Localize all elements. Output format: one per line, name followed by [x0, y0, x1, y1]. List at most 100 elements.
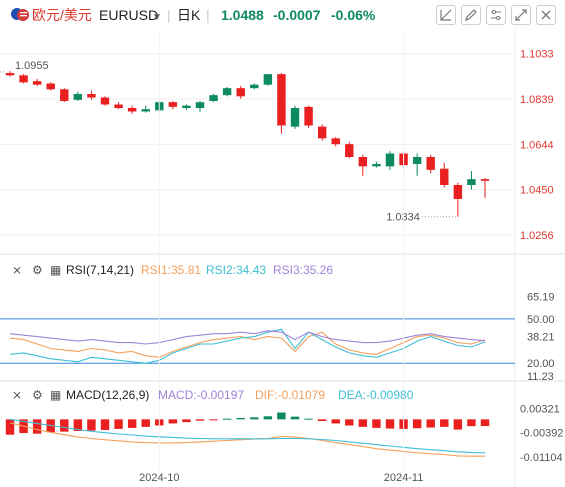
rsi1-value: RSI1:35.81 [141, 263, 202, 277]
candle-body [46, 83, 55, 90]
rsi-line-2 [9, 328, 486, 364]
indicator-icon: ▦ [50, 263, 62, 277]
candle-body [385, 153, 395, 167]
macd-histogram-bar [100, 419, 110, 430]
candle-body [127, 108, 137, 112]
candle-body [182, 105, 191, 108]
dea-value: DEA:-0.00980 [338, 388, 414, 402]
macd-histogram-bar [331, 419, 340, 424]
macd-histogram-bar [453, 419, 463, 430]
candle-body [426, 157, 435, 170]
candle-body [412, 157, 422, 164]
macd-histogram-bar [385, 419, 395, 429]
rsi-y-tick-label: 11.23 [527, 371, 554, 383]
last-price: 1.0488 [221, 7, 264, 23]
macd-histogram-bar [440, 419, 449, 427]
macd-histogram-bar [358, 419, 368, 427]
candle-body [100, 97, 110, 105]
candle-body [168, 102, 178, 107]
candle-body [304, 106, 313, 126]
close-icon[interactable] [536, 5, 556, 25]
macd-histogram-bar [372, 419, 381, 428]
x-tick-label: 2024-11 [384, 472, 424, 484]
settings-icon[interactable]: ⚙ [32, 263, 43, 277]
macd-histogram-bar [182, 419, 191, 423]
macd-histogram-bar [236, 417, 245, 420]
macd-histogram-bar [114, 419, 123, 429]
candle-body [60, 89, 69, 101]
y-tick-label: 1.0644 [520, 139, 554, 151]
candle-body [87, 94, 96, 98]
candle-body [5, 73, 15, 76]
rsi2-value: RSI2:34.43 [206, 263, 267, 277]
macd-histogram-bar [317, 419, 327, 422]
candle-body [209, 95, 218, 101]
timeframe-select[interactable]: 日K [177, 7, 201, 23]
candle-body [345, 144, 354, 157]
high-price-label: 1.0955 [15, 60, 49, 72]
indicator-icon: ▦ [50, 388, 62, 402]
rsi-y-tick-label: 20.00 [527, 358, 555, 370]
settings-icon[interactable]: ⚙ [32, 388, 43, 402]
y-tick-label: 1.1033 [520, 49, 554, 61]
candle-body [453, 185, 463, 199]
rsi3-value: RSI3:35.26 [273, 263, 334, 277]
settings-icon[interactable] [486, 5, 506, 25]
macd-y-tick-label: -0.00392 [520, 428, 563, 440]
low-price-label: 1.0334 [386, 212, 420, 224]
y-tick-label: 1.0839 [520, 94, 554, 106]
macd-histogram-bar [5, 419, 15, 435]
divider: | [206, 7, 210, 23]
symbol-label[interactable]: EURUSD [99, 7, 159, 23]
candle-body [331, 138, 340, 145]
macd-line-dea [9, 418, 486, 454]
candle-body [73, 94, 83, 100]
macd-histogram-bar [87, 419, 96, 431]
candle-body [440, 168, 449, 185]
candle-body [195, 102, 205, 108]
pen-icon[interactable] [461, 5, 481, 25]
macd-histogram-bar [195, 419, 205, 421]
rsi-line-3 [9, 330, 486, 345]
flag-icon [11, 8, 29, 21]
macd-histogram-bar [32, 419, 42, 434]
drawing-tool-icon[interactable] [436, 5, 456, 25]
macd-histogram-bar [480, 419, 490, 427]
candle-body [480, 179, 490, 181]
macd-y-tick-label: 0.00321 [520, 403, 560, 415]
candle-body [372, 164, 381, 167]
price-change-pct: -0.06% [331, 7, 376, 23]
macd-histogram-bar [73, 419, 83, 431]
macd-histogram-bar [168, 419, 178, 424]
macd-line-dif [9, 422, 485, 457]
collapse-icon[interactable]: ⨯ [12, 388, 23, 402]
candle-body [141, 109, 150, 112]
x-tick-label: 2024-10 [139, 472, 179, 484]
macd-histogram-bar [412, 419, 422, 429]
macd-histogram-bar [141, 419, 150, 427]
collapse-icon[interactable]: ⨯ [12, 263, 23, 277]
rsi-line-1 [9, 331, 486, 358]
y-tick-label: 1.0256 [520, 230, 554, 242]
rsi-label[interactable]: RSI(7,14,21) [66, 263, 135, 277]
candle-body [317, 126, 327, 139]
fullscreen-icon[interactable] [511, 5, 531, 25]
macd-y-tick-label: -0.01104 [520, 452, 563, 464]
macd-histogram-bar [250, 417, 259, 420]
candle-body [222, 88, 232, 96]
candle-body [290, 108, 300, 127]
rsi-y-tick-label: 38.21 [527, 331, 555, 343]
pair-name-cn[interactable]: 欧元/美元 [32, 7, 92, 23]
candle-body [277, 74, 286, 126]
macd-label[interactable]: MACD(12,26,9) [66, 388, 150, 402]
macd-histogram-bar [277, 412, 286, 420]
dif-value: DIF:-0.01079 [255, 388, 326, 402]
macd-value: MACD:-0.00197 [158, 388, 245, 402]
candle-body [114, 104, 123, 108]
chart-toolbar: 欧元/美元 EURUSD ▼ | 日K | 1.0488 -0.0007 -0.… [0, 0, 565, 30]
candle-body [263, 74, 273, 85]
candle-body [19, 75, 28, 83]
dropdown-caret-icon[interactable]: ▼ [152, 12, 162, 23]
macd-histogram-bar [222, 418, 232, 420]
